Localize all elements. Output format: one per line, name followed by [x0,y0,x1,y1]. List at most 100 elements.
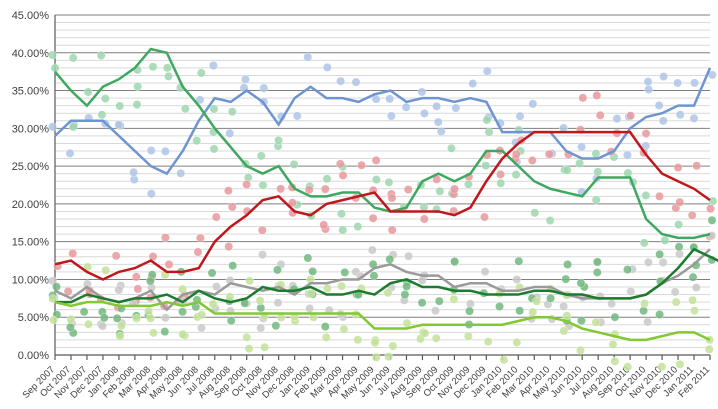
poll-data-point[interactable] [546,216,554,224]
poll-data-point[interactable] [676,198,684,206]
poll-data-point[interactable] [500,356,508,364]
poll-data-point[interactable] [690,79,698,87]
poll-data-point[interactable] [389,342,397,350]
poll-data-point[interactable] [209,61,217,69]
poll-data-point[interactable] [528,156,536,164]
poll-data-point[interactable] [435,297,443,305]
poll-data-point[interactable] [101,94,109,102]
poll-data-point[interactable] [341,268,349,276]
poll-data-point[interactable] [323,175,331,183]
poll-data-point[interactable] [611,313,619,321]
poll-data-point[interactable] [388,226,396,234]
poll-data-point[interactable] [546,294,554,302]
poll-data-point[interactable] [464,332,472,340]
poll-data-point[interactable] [482,161,490,169]
poll-data-point[interactable] [165,260,173,268]
poll-data-point[interactable] [384,289,392,297]
poll-data-point[interactable] [196,234,204,242]
poll-data-point[interactable] [149,252,157,260]
poll-data-point[interactable] [673,79,681,87]
poll-data-point[interactable] [563,166,571,174]
poll-data-point[interactable] [228,107,236,115]
poll-data-point[interactable] [304,254,312,262]
poll-data-point[interactable] [241,75,249,83]
poll-data-point[interactable] [194,248,202,256]
poll-data-point[interactable] [146,314,154,322]
poll-data-point[interactable] [708,231,716,239]
poll-data-point[interactable] [354,336,362,344]
poll-data-point[interactable] [464,180,472,188]
poll-data-point[interactable] [372,353,380,361]
poll-data-point[interactable] [624,169,632,177]
poll-data-point[interactable] [212,282,220,290]
poll-data-point[interactable] [593,268,601,276]
poll-data-point[interactable] [434,118,442,126]
poll-data-point[interactable] [305,186,313,194]
poll-data-point[interactable] [147,190,155,198]
poll-data-point[interactable] [84,320,92,328]
poll-data-point[interactable] [497,179,505,187]
poll-data-point[interactable] [339,171,347,179]
poll-data-point[interactable] [613,114,621,122]
poll-data-point[interactable] [210,105,218,113]
poll-data-point[interactable] [84,88,92,96]
poll-data-point[interactable] [592,149,600,157]
poll-data-point[interactable] [531,209,539,217]
poll-data-point[interactable] [274,299,282,307]
poll-data-point[interactable] [258,250,266,258]
poll-data-point[interactable] [245,277,253,285]
poll-data-point[interactable] [98,322,106,330]
poll-data-point[interactable] [642,191,650,199]
poll-data-point[interactable] [98,111,106,119]
poll-data-point[interactable] [357,161,365,169]
poll-data-point[interactable] [181,105,189,113]
poll-data-point[interactable] [305,304,313,312]
poll-data-point[interactable] [563,260,571,268]
poll-data-point[interactable] [465,307,473,315]
poll-data-point[interactable] [276,185,284,193]
poll-data-point[interactable] [177,169,185,177]
poll-data-point[interactable] [563,312,571,320]
poll-data-point[interactable] [227,316,235,324]
poll-data-point[interactable] [272,321,280,329]
poll-data-point[interactable] [483,116,491,124]
poll-data-point[interactable] [385,95,393,103]
poll-data-point[interactable] [259,181,267,189]
poll-data-point[interactable] [226,293,234,301]
poll-data-point[interactable] [469,79,477,87]
poll-data-point[interactable] [402,282,410,290]
poll-data-point[interactable] [404,252,412,260]
poll-data-point[interactable] [418,88,426,96]
poll-data-point[interactable] [515,257,523,265]
poll-data-point[interactable] [370,272,378,280]
poll-data-point[interactable] [644,258,652,266]
poll-data-point[interactable] [164,72,172,80]
poll-data-point[interactable] [693,162,701,170]
poll-data-point[interactable] [67,315,75,323]
poll-data-point[interactable] [639,307,647,315]
poll-data-point[interactable] [576,346,584,354]
poll-data-point[interactable] [321,185,329,193]
poll-data-point[interactable] [245,344,253,352]
poll-data-point[interactable] [337,210,345,218]
poll-data-point[interactable] [592,318,600,326]
poll-data-point[interactable] [163,64,171,72]
poll-data-point[interactable] [659,72,667,80]
poll-data-point[interactable] [147,146,155,154]
poll-data-point[interactable] [690,114,698,122]
poll-data-point[interactable] [113,314,121,322]
poll-data-point[interactable] [706,205,714,213]
poll-data-point[interactable] [495,302,503,310]
poll-data-point[interactable] [481,267,489,275]
poll-data-point[interactable] [661,236,669,244]
poll-data-point[interactable] [674,163,682,171]
poll-data-point[interactable] [529,100,537,108]
poll-data-point[interactable] [354,222,362,230]
poll-data-point[interactable] [242,180,250,188]
poll-data-point[interactable] [198,311,206,319]
poll-data-point[interactable] [705,345,713,353]
poll-data-point[interactable] [452,104,460,112]
poll-data-point[interactable] [577,143,585,151]
poll-data-point[interactable] [420,215,428,223]
poll-data-point[interactable] [100,314,108,322]
